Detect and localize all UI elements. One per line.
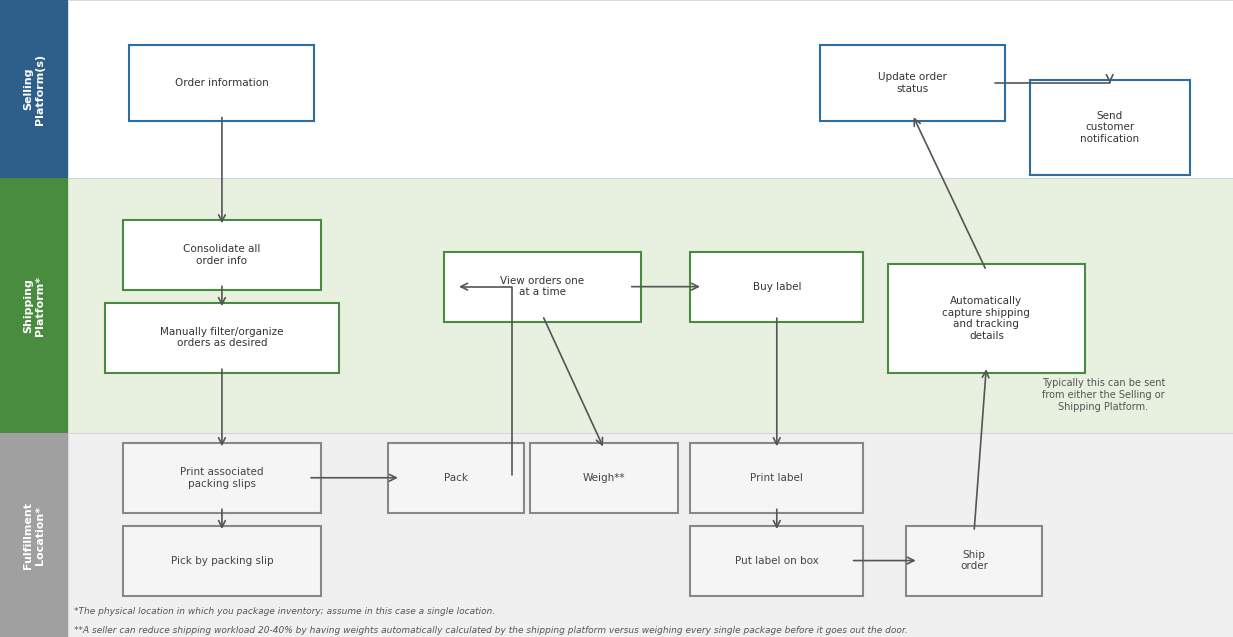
FancyBboxPatch shape: [105, 303, 339, 373]
Text: **A seller can reduce shipping workload 20-40% by having weights automatically c: **A seller can reduce shipping workload …: [74, 626, 907, 635]
FancyBboxPatch shape: [1030, 80, 1190, 175]
FancyBboxPatch shape: [123, 443, 321, 513]
Text: Put label on box: Put label on box: [735, 555, 819, 566]
Text: Fulfillment
Location*: Fulfillment Location*: [23, 501, 44, 569]
FancyBboxPatch shape: [444, 252, 641, 322]
FancyBboxPatch shape: [888, 264, 1085, 373]
Text: Print label: Print label: [751, 473, 803, 483]
FancyBboxPatch shape: [68, 0, 1233, 178]
FancyBboxPatch shape: [68, 433, 1233, 637]
Text: Weigh**: Weigh**: [583, 473, 625, 483]
Text: Consolidate all
order info: Consolidate all order info: [184, 244, 260, 266]
Text: Manually filter/organize
orders as desired: Manually filter/organize orders as desir…: [160, 327, 284, 348]
FancyBboxPatch shape: [690, 252, 863, 322]
Text: Order information: Order information: [175, 78, 269, 88]
Text: Send
customer
notification: Send customer notification: [1080, 111, 1139, 144]
Text: Typically this can be sent
from either the Selling or
Shipping Platform.: Typically this can be sent from either t…: [1042, 378, 1165, 412]
FancyBboxPatch shape: [68, 178, 1233, 433]
FancyBboxPatch shape: [690, 526, 863, 596]
FancyBboxPatch shape: [906, 526, 1042, 596]
Text: Update order
status: Update order status: [878, 72, 947, 94]
Text: Selling
Platform(s): Selling Platform(s): [23, 54, 44, 125]
FancyBboxPatch shape: [129, 45, 314, 121]
Text: View orders one
at a time: View orders one at a time: [501, 276, 584, 297]
FancyBboxPatch shape: [820, 45, 1005, 121]
Text: Print associated
packing slips: Print associated packing slips: [180, 467, 264, 489]
FancyBboxPatch shape: [123, 526, 321, 596]
Text: Shipping
Platform*: Shipping Platform*: [23, 276, 44, 336]
FancyBboxPatch shape: [0, 0, 68, 178]
Text: Pack: Pack: [444, 473, 469, 483]
FancyBboxPatch shape: [123, 220, 321, 290]
Text: Ship
order: Ship order: [961, 550, 988, 571]
Text: *The physical location in which you package inventory; assume in this case a sin: *The physical location in which you pack…: [74, 607, 496, 616]
FancyBboxPatch shape: [0, 433, 68, 637]
FancyBboxPatch shape: [0, 178, 68, 433]
FancyBboxPatch shape: [388, 443, 524, 513]
Text: Automatically
capture shipping
and tracking
details: Automatically capture shipping and track…: [942, 296, 1031, 341]
FancyBboxPatch shape: [690, 443, 863, 513]
FancyBboxPatch shape: [530, 443, 678, 513]
Text: Buy label: Buy label: [752, 282, 801, 292]
Text: Pick by packing slip: Pick by packing slip: [170, 555, 274, 566]
